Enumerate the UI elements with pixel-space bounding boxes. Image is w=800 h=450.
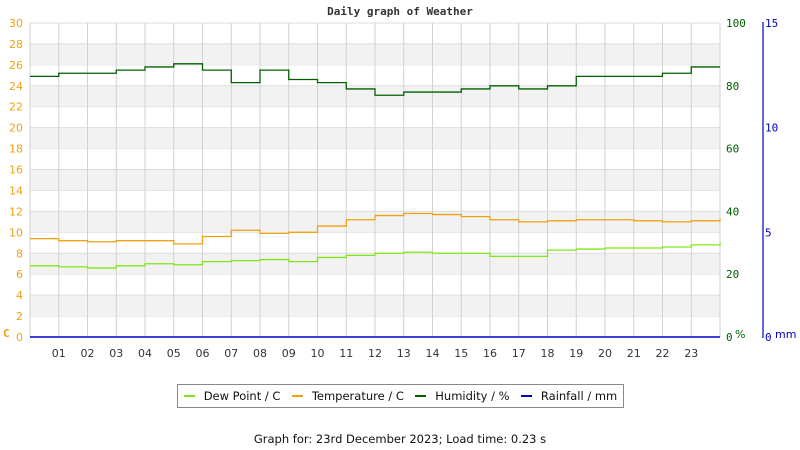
series-dew-point [30,242,721,269]
left-tick-label: 4 [16,289,23,302]
legend-label: Temperature / C [311,389,404,403]
left-tick-label: 24 [9,80,23,93]
left-tick-label: 10 [9,226,23,239]
legend-swatch [183,395,195,397]
x-tick-label: 09 [282,347,296,360]
rainfall-axis-unit: mm [775,328,796,341]
humidity-tick-label: 20 [726,268,739,281]
legend-item-dew-point: Dew Point / C [183,389,281,403]
x-tick-label: 17 [512,347,526,360]
humidity-axis-unit: % [735,328,745,341]
legend-item-rainfall: Rainfall / mm [520,389,618,403]
series-lines [30,63,721,338]
chart-title: Daily graph of Weather [327,5,473,18]
x-tick-label: 11 [339,347,353,360]
x-tick-label: 12 [368,347,382,360]
x-tick-label: 01 [52,347,66,360]
left-tick-label: 28 [9,38,23,51]
humidity-axis-ticks: 0 20 40 60 80 100 [726,17,746,344]
left-tick-label: 26 [9,59,23,72]
x-tick-label: 21 [627,347,641,360]
x-tick-label: 18 [541,347,555,360]
series-humidity [30,63,720,96]
x-tick-label: 10 [311,347,325,360]
rainfall-tick-label: 0 [765,331,772,344]
humidity-tick-label: 40 [726,205,739,218]
footer-separator: ; [438,432,443,446]
rainfall-tick-label: 10 [765,122,778,135]
x-tick-label: 02 [81,347,95,360]
x-axis-ticks: 01 02 03 04 05 06 07 08 09 10 11 12 13 14 15 16 17 18 19 20… [52,347,699,360]
x-tick-label: 05 [167,347,181,360]
left-tick-label: 16 [9,164,23,177]
humidity-tick-label: 60 [726,143,739,156]
x-tick-label: 20 [598,347,612,360]
x-tick-label: 23 [684,347,698,360]
x-tick-label: 08 [253,347,267,360]
legend-swatch [520,395,532,397]
rainfall-tick-label: 15 [765,17,778,30]
legend-label: Humidity / % [435,389,510,403]
x-tick-label: 03 [109,347,123,360]
x-tick-label: 07 [224,347,238,360]
x-tick-label: 22 [656,347,670,360]
x-tick-label: 16 [483,347,497,360]
footer-load-value: 0.23 s [510,432,547,446]
legend-swatch [291,395,303,397]
legend-label: Rainfall / mm [540,389,618,403]
x-tick-label: 19 [569,347,583,360]
legend-item-humidity: Humidity / % [415,389,510,403]
rainfall-axis-ticks: 0 5 10 15 [765,17,778,344]
x-tick-label: 13 [397,347,411,360]
rainfall-tick-label: 5 [765,226,772,239]
left-tick-label: 0 [16,331,23,344]
left-tick-label: 30 [9,17,23,30]
footer-status: Graph for: 23rd December 2023; Load time… [0,432,800,446]
legend-item-temperature: Temperature / C [291,389,404,403]
left-tick-label: 6 [16,268,23,281]
left-tick-label: 22 [9,101,23,114]
left-tick-label: 18 [9,143,23,156]
x-tick-label: 15 [454,347,468,360]
legend-swatch [415,395,427,397]
footer-load-label: Load time: [446,432,508,446]
left-tick-label: 14 [9,184,23,197]
x-tick-label: 06 [196,347,210,360]
left-tick-label: 2 [16,310,23,323]
left-axis-unit: C [3,327,10,340]
x-tick-label: 14 [426,347,440,360]
left-tick-label: 12 [9,205,23,218]
footer-date: 23rd December 2023 [315,432,439,446]
legend-label: Dew Point / C [203,389,281,403]
left-tick-label: 20 [9,122,23,135]
humidity-tick-label: 0 [726,331,733,344]
x-tick-label: 04 [138,347,152,360]
footer-prefix: Graph for: [253,432,313,446]
left-tick-label: 8 [16,247,23,260]
grid-vertical [29,23,721,337]
humidity-tick-label: 100 [726,17,746,30]
humidity-tick-label: 80 [726,80,739,93]
series-temperature [30,212,721,245]
legend: Dew Point / C Temperature / C Humidity /… [177,384,624,408]
